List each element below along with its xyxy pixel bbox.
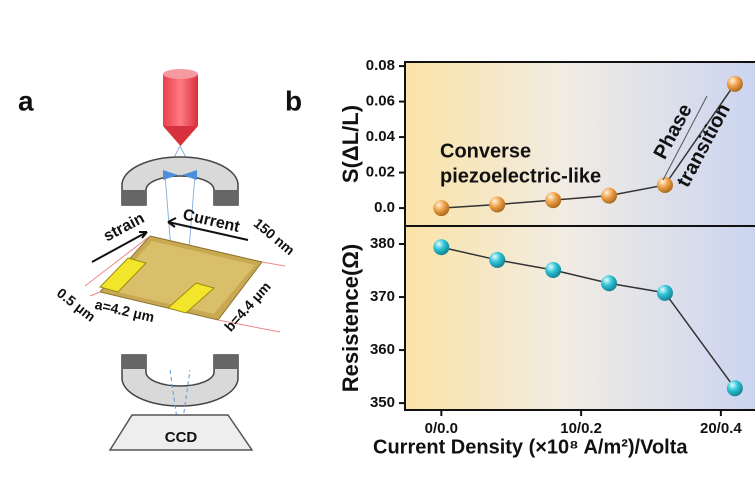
data-point: [545, 192, 562, 209]
data-point: [489, 196, 506, 213]
y-tick-label: 380: [370, 235, 395, 252]
sample-face: [108, 241, 255, 314]
objective-tip: [163, 126, 198, 146]
plot-background: [405, 62, 755, 410]
thickness-label: 150 nm: [251, 215, 298, 258]
strain-label: strain: [101, 210, 147, 245]
y-tick-label: 350: [370, 394, 395, 411]
y-tick-label: 0.02: [366, 164, 395, 181]
magnet-bottom: [121, 354, 239, 407]
ccd: [108, 414, 254, 451]
annotation-line: [662, 95, 708, 181]
pole: [122, 355, 146, 369]
data-point: [656, 284, 673, 301]
current-arrow: [167, 217, 249, 241]
panel-label: b: [285, 85, 302, 116]
data-point: [433, 239, 450, 256]
field-arrows: [163, 170, 197, 180]
data-point: [433, 200, 450, 217]
data-point: [601, 187, 618, 204]
x-tick-label: 20/0.4: [700, 420, 742, 437]
y-tick-label: 0.08: [366, 57, 395, 74]
y-axis-label: S(ΔL/L): [338, 105, 363, 183]
pole: [122, 190, 146, 205]
data-point: [726, 380, 743, 397]
electrode: [166, 282, 216, 314]
strain-arrow: [91, 231, 148, 263]
panel-label: a: [18, 85, 34, 116]
electrode: [99, 257, 147, 293]
pole: [214, 355, 238, 369]
x-axis-label: Current Density (×10⁸ A/m²)/Volta: [373, 436, 688, 458]
magnet-top: [121, 156, 239, 206]
y-tick-label: 0.0: [374, 199, 395, 216]
x-tick-label: 0/0.0: [425, 420, 458, 437]
plot-frame: [404, 225, 755, 411]
ccd-label: CCD: [165, 429, 198, 446]
y-tick-label: 370: [370, 288, 395, 305]
y-axis-label: Resistence(Ω): [338, 244, 363, 392]
guide-lines: [84, 235, 286, 333]
y-tick-label: 0.06: [366, 93, 395, 110]
data-line: [441, 246, 736, 389]
diagram: strain Current 150 nm 0.5 μm a=4.2 μm b=…: [54, 69, 298, 451]
pole: [214, 190, 238, 205]
data-point: [489, 251, 506, 268]
objective-top: [163, 69, 198, 79]
x-tick-label: 10/0.2: [560, 420, 602, 437]
data-point: [545, 262, 562, 279]
objective: [163, 74, 198, 126]
y-tick-label: 360: [370, 341, 395, 358]
gap-label: 0.5 μm: [54, 285, 99, 325]
data-point: [656, 177, 673, 193]
data-line: [441, 83, 736, 209]
annotation: piezoelectric-like: [440, 165, 601, 187]
y-tick-label: 0.04: [366, 128, 396, 145]
data-point: [726, 75, 743, 92]
data-point: [601, 275, 618, 292]
annotation: Converse: [440, 140, 531, 162]
